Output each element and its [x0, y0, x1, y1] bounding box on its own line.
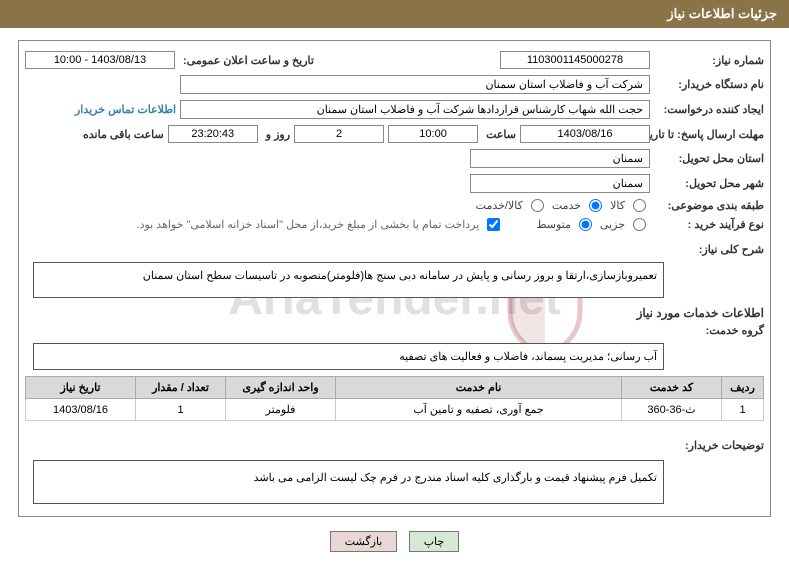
th-name: نام خدمت	[336, 377, 622, 399]
cat-both-radio[interactable]	[531, 199, 544, 212]
proc-medium-label: متوسط	[536, 218, 571, 231]
days-remaining-field: 2	[294, 125, 384, 143]
services-table: ردیف کد خدمت نام خدمت واحد اندازه گیری ت…	[25, 376, 764, 421]
services-info-label: اطلاعات خدمات مورد نیاز	[25, 306, 764, 320]
buyer-contact-link[interactable]: اطلاعات تماس خریدار	[75, 103, 176, 116]
td-unit: فلومتر	[226, 399, 336, 421]
cat-goods-label: کالا	[610, 199, 625, 212]
deadline-date-field: 1403/08/16	[520, 125, 650, 143]
cat-service-label: خدمت	[552, 199, 581, 212]
th-row: ردیف	[722, 377, 764, 399]
treasury-note: پرداخت تمام یا بخشی از مبلغ خرید،از محل …	[137, 218, 480, 231]
td-qty: 1	[136, 399, 226, 421]
days-and-label: روز و	[262, 128, 290, 141]
td-row: 1	[722, 399, 764, 421]
category-label: طبقه بندی موضوعی:	[654, 199, 764, 212]
process-label: نوع فرآیند خرید :	[654, 218, 764, 231]
treasury-checkbox[interactable]	[487, 218, 500, 231]
proc-small-label: جزیی	[600, 218, 625, 231]
time-label: ساعت	[482, 128, 516, 141]
row-requester: ایجاد کننده درخواست: حجت الله شهاب کارشن…	[25, 100, 764, 119]
th-code: کد خدمت	[622, 377, 722, 399]
main-panel: AriaTender.net شماره نیاز: 1103001145000…	[18, 40, 771, 517]
row-province: استان محل تحویل: سمنان	[25, 149, 764, 168]
th-unit: واحد اندازه گیری	[226, 377, 336, 399]
page-title-bar: جزئیات اطلاعات نیاز	[0, 0, 789, 28]
row-buyer-org: نام دستگاه خریدار: شرکت آب و فاضلاب استا…	[25, 75, 764, 94]
cat-both-label: کالا/خدمت	[476, 199, 523, 212]
buyer-org-field: شرکت آب و فاضلاب استان سمنان	[180, 75, 650, 94]
td-code: ث-36-360	[622, 399, 722, 421]
row-category: طبقه بندی موضوعی: کالا خدمت کالا/خدمت	[25, 199, 764, 212]
buyer-comment-text: تکمیل فرم پیشنهاد قیمت و بارگذاری کلیه ا…	[33, 460, 664, 504]
countdown-field: 23:20:43	[168, 125, 258, 143]
remaining-label: ساعت باقی مانده	[79, 128, 164, 141]
table-header-row: ردیف کد خدمت نام خدمت واحد اندازه گیری ت…	[26, 377, 764, 399]
city-field: سمنان	[470, 174, 650, 193]
cat-goods-radio[interactable]	[633, 199, 646, 212]
requester-label: ایجاد کننده درخواست:	[654, 103, 764, 116]
row-service-group: گروه خدمت:	[25, 324, 764, 337]
proc-small-radio[interactable]	[633, 218, 646, 231]
province-field: سمنان	[470, 149, 650, 168]
buyer-org-label: نام دستگاه خریدار:	[654, 78, 764, 91]
button-row: چاپ بازگشت	[0, 531, 789, 552]
buyer-comment-label: توضیحات خریدار:	[669, 429, 764, 452]
deadline-label: مهلت ارسال پاسخ: تا تاریخ:	[654, 128, 764, 141]
th-date: تاریخ نیاز	[26, 377, 136, 399]
province-label: استان محل تحویل:	[654, 152, 764, 165]
page-title: جزئیات اطلاعات نیاز	[667, 6, 777, 21]
print-button[interactable]: چاپ	[409, 531, 460, 552]
back-button[interactable]: بازگشت	[330, 531, 398, 552]
row-deadline: مهلت ارسال پاسخ: تا تاریخ: 1403/08/16 سا…	[25, 125, 764, 143]
service-group-label: گروه خدمت:	[669, 324, 764, 337]
deadline-time-field: 10:00	[388, 125, 478, 143]
td-name: جمع آوری، تصفیه و تامین آب	[336, 399, 622, 421]
announce-datetime-label: تاریخ و ساعت اعلان عمومی:	[179, 54, 314, 67]
row-city: شهر محل تحویل: سمنان	[25, 174, 764, 193]
th-qty: تعداد / مقدار	[136, 377, 226, 399]
need-number-label: شماره نیاز:	[654, 54, 764, 67]
row-need-number: شماره نیاز: 1103001145000278 تاریخ و ساع…	[25, 51, 764, 69]
summary-text: تعمیروبازسازی،ارتقا و بروز رسانی و پایش …	[33, 262, 664, 298]
row-summary: شرح کلی نیاز:	[25, 237, 764, 256]
requester-field: حجت الله شهاب کارشناس قراردادها شرکت آب …	[180, 100, 650, 119]
need-number-field: 1103001145000278	[500, 51, 650, 69]
city-label: شهر محل تحویل:	[654, 177, 764, 190]
summary-label: شرح کلی نیاز:	[669, 237, 764, 256]
td-date: 1403/08/16	[26, 399, 136, 421]
proc-medium-radio[interactable]	[579, 218, 592, 231]
cat-service-radio[interactable]	[589, 199, 602, 212]
row-buyer-comment: توضیحات خریدار:	[25, 429, 764, 452]
announce-datetime-field: 1403/08/13 - 10:00	[25, 51, 175, 69]
table-row: 1 ث-36-360 جمع آوری، تصفیه و تامین آب فل…	[26, 399, 764, 421]
service-group-text: آب رسانی؛ مدیریت پسماند، فاضلاب و فعالیت…	[33, 343, 664, 370]
row-process: نوع فرآیند خرید : جزیی متوسط پرداخت تمام…	[25, 218, 764, 231]
